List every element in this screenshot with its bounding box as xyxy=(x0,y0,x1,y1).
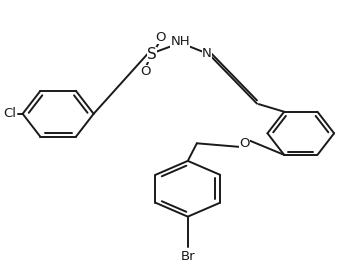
Text: O: O xyxy=(155,31,166,44)
Text: Cl: Cl xyxy=(3,107,16,120)
Text: S: S xyxy=(147,47,157,61)
Text: N: N xyxy=(202,47,211,60)
Text: O: O xyxy=(239,137,250,150)
Text: NH: NH xyxy=(170,35,190,48)
Text: Br: Br xyxy=(181,250,195,263)
Text: O: O xyxy=(140,65,150,78)
